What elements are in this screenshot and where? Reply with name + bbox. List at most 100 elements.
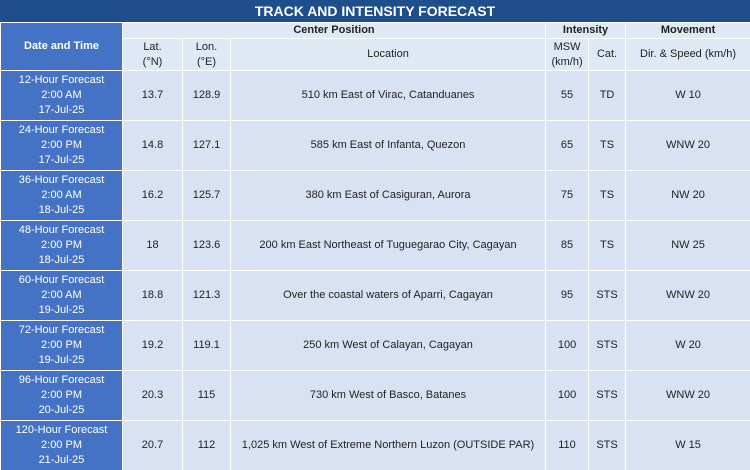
- lat-cell-text: 20.7: [141, 439, 164, 451]
- cat-cell-text: STS: [596, 389, 618, 401]
- lat-cell-text: 19.2: [141, 339, 164, 351]
- msw-header: MSW (km/h): [545, 38, 590, 71]
- date-time-cell-text: 120-Hour Forecast: [15, 424, 108, 436]
- lat-cell: 20.7: [122, 420, 183, 470]
- date-time-cell-text: 18-Jul-25: [38, 204, 85, 216]
- forecast-row: 96-Hour Forecast 2:00 PM 20-Jul-25 20.3 115 7…: [0, 370, 750, 421]
- lat-cell: 14.8: [122, 120, 183, 171]
- header-row: Lat. (°N) Lon. (°E) Location MSW (km/h) Cat. Dir…: [1, 38, 750, 71]
- movement-header: Movement: [625, 22, 750, 39]
- location-cell-text: 510 km East of Virac, Catanduanes: [301, 89, 475, 101]
- movement-cell-text: W 10: [675, 89, 701, 101]
- date-time-cell-text: 36-Hour Forecast: [18, 174, 105, 186]
- date-time-cell: 48-Hour Forecast 2:00 PM 18-Jul-25: [0, 220, 123, 271]
- location-cell: 510 km East of Virac, Catanduanes: [229, 70, 547, 121]
- cat-cell-text: TD: [599, 89, 615, 101]
- location-cell-text: 380 km East of Casiguran, Aurora: [305, 189, 471, 201]
- msw-cell: 75: [545, 170, 590, 221]
- location-cell-text: Over the coastal waters of Aparri, Cagay…: [283, 289, 493, 301]
- date-time-cell-text: 2:00 PM: [41, 239, 82, 251]
- lat-cell: 16.2: [122, 170, 183, 221]
- location-cell-text: 730 km West of Basco, Batanes: [309, 389, 467, 401]
- date-time-cell: 60-Hour Forecast 2:00 AM 19-Jul-25: [0, 270, 123, 321]
- movement-cell-text: W 20: [675, 339, 701, 351]
- location-cell-text: 1,025 km West of Extreme Northern Luzon …: [241, 439, 535, 451]
- lat-cell-text: 18.8: [141, 289, 164, 301]
- lat-cell: 18.8: [122, 270, 183, 321]
- movement-cell: NW 20: [625, 170, 750, 221]
- lat-cell: 19.2: [122, 320, 183, 371]
- date-time-cell-text: 12-Hour Forecast: [18, 74, 105, 86]
- dir-speed-header-text: Dir. & Speed (km/h): [640, 48, 737, 60]
- date-time-cell-text: 24-Hour Forecast: [18, 124, 105, 136]
- lon-cell-text: 121.3: [192, 289, 221, 301]
- intensity-header-text: Intensity: [562, 24, 609, 36]
- forecast-row: 36-Hour Forecast 2:00 AM 18-Jul-25 16.2 125.…: [0, 170, 750, 221]
- date-time-cell: 120-Hour Forecast 2:00 PM 21-Jul-25: [0, 420, 123, 470]
- msw-cell-text: 110: [558, 439, 576, 451]
- cat-cell-text: STS: [596, 289, 618, 301]
- forecast-table: Date and Time Center Position Intensity Mov…: [0, 22, 750, 470]
- date-time-cell-text: 72-Hour Forecast: [18, 324, 105, 336]
- cat-cell: TS: [588, 120, 627, 171]
- cat-cell: STS: [588, 420, 627, 470]
- lon-cell-text: 119.1: [193, 339, 220, 351]
- forecast-row: 24-Hour Forecast 2:00 PM 17-Jul-25 14.8 127.…: [0, 120, 750, 171]
- date-time-cell-text: 19-Jul-25: [38, 304, 85, 316]
- location-cell: 1,025 km West of Extreme Northern Luzon …: [229, 420, 547, 470]
- movement-cell-text: W 15: [675, 439, 701, 451]
- date-time-cell-text: 48-Hour Forecast: [18, 224, 105, 236]
- movement-cell-text: NW 25: [671, 239, 705, 251]
- center-position-header: Center Position: [121, 22, 547, 39]
- location-header-text: Location: [367, 48, 409, 60]
- date-time-cell-text: 2:00 AM: [41, 89, 82, 101]
- date-time-cell-text: 20-Jul-25: [38, 404, 85, 416]
- movement-cell: W 10: [625, 70, 750, 121]
- msw-cell: 85: [545, 220, 590, 271]
- location-cell: 380 km East of Casiguran, Aurora: [229, 170, 547, 221]
- lon-cell-text: 125.7: [192, 189, 221, 201]
- movement-cell-text: WNW 20: [666, 139, 711, 151]
- msw-cell-text: 55: [560, 89, 574, 101]
- msw-cell: 100: [545, 370, 590, 421]
- date-time-cell-text: 2:00 AM: [41, 189, 82, 201]
- location-cell-text: 200 km East Northeast of Tuguegarao City…: [259, 239, 517, 251]
- msw-cell-text: 65: [560, 139, 574, 151]
- forecast-row: 72-Hour Forecast 2:00 PM 19-Jul-25 19.2 119.…: [0, 320, 750, 371]
- dir-speed-header: Dir. & Speed (km/h): [625, 38, 750, 71]
- msw-cell-text: 85: [560, 239, 574, 251]
- intensity-header: Intensity: [545, 22, 627, 39]
- msw-cell: 55: [545, 70, 590, 121]
- lat-header-text: Lat.: [143, 40, 162, 53]
- movement-cell: WNW 20: [625, 120, 750, 171]
- location-header: Location: [229, 38, 547, 71]
- date-time-cell-text: 2:00 AM: [41, 289, 82, 301]
- title: TRACK AND INTENSITY FORECAST: [0, 0, 750, 22]
- date-time-cell: 72-Hour Forecast 2:00 PM 19-Jul-25: [0, 320, 123, 371]
- lon-cell: 127.1: [182, 120, 231, 171]
- movement-cell-text: WNW 20: [666, 289, 711, 301]
- date-time-cell-text: 2:00 PM: [41, 439, 82, 451]
- date-time-cell-text: 21-Jul-25: [38, 454, 85, 466]
- date-time-cell-text: 19-Jul-25: [38, 354, 85, 366]
- date-time-cell: 36-Hour Forecast 2:00 AM 18-Jul-25: [0, 170, 123, 221]
- lon-header: Lon. (°E): [182, 38, 231, 71]
- location-cell: 250 km West of Calayan, Cagayan: [229, 320, 547, 371]
- location-cell-text: 585 km East of Infanta, Quezon: [310, 139, 466, 151]
- movement-cell-text: WNW 20: [666, 389, 711, 401]
- msw-cell-text: 100: [557, 389, 577, 401]
- msw-cell-text: 95: [560, 289, 574, 301]
- cat-cell-text: TS: [600, 189, 615, 201]
- header-row: Date and Time Center Position Intensity Mov…: [0, 22, 750, 71]
- cat-header-text: Cat.: [596, 48, 618, 60]
- cat-cell-text: STS: [596, 439, 618, 451]
- movement-cell: WNW 20: [625, 270, 750, 321]
- lon-header-text: (°E): [196, 55, 217, 68]
- cat-cell: STS: [588, 320, 627, 371]
- forecast-row: 60-Hour Forecast 2:00 AM 19-Jul-25 18.8 121.…: [0, 270, 750, 321]
- location-cell: 585 km East of Infanta, Quezon: [229, 120, 547, 171]
- cat-header: Cat.: [588, 38, 627, 71]
- forecast-row: 120-Hour Forecast 2:00 PM 21-Jul-25 20.7 112…: [0, 420, 750, 470]
- lat-cell-text: 20.3: [141, 389, 164, 401]
